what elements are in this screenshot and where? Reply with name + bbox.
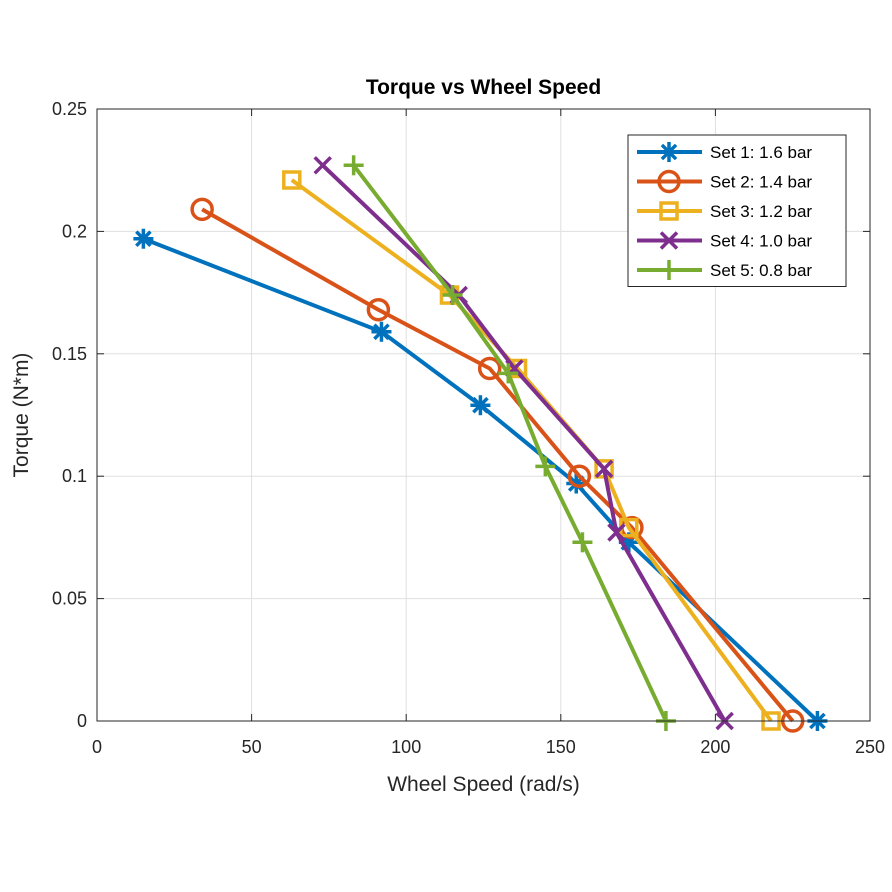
legend-marker-plus [659, 260, 679, 280]
legend-marker-circle [657, 169, 681, 194]
series-2-marker-circle [567, 464, 592, 488]
y-tick-label: 0.15 [52, 344, 87, 364]
legend-entry: Set 2: 1.4 bar [637, 169, 812, 194]
y-axis-label: Torque (N*m) [10, 353, 33, 478]
series-4-marker-cross [313, 156, 332, 175]
x-tick-label: 250 [855, 737, 885, 757]
series-2-marker-circle [190, 197, 214, 222]
y-tick-label: 0.1 [62, 466, 87, 486]
x-axis-label: Wheel Speed (rad/s) [387, 773, 580, 796]
series-2-line [201, 207, 795, 723]
chart-title: Torque vs Wheel Speed [366, 76, 601, 99]
x-tick-label: 0 [92, 737, 102, 757]
series-5 [343, 155, 676, 731]
legend-label: Set 1: 1.6 bar [710, 143, 812, 162]
legend-marker-cross [659, 231, 679, 250]
series-1-marker-asterisk [470, 395, 491, 416]
legend-label: Set 4: 1.0 bar [710, 232, 812, 251]
x-tick-label: 150 [546, 737, 576, 757]
legend-marker-asterisk [659, 142, 679, 162]
series-2-marker-circle [366, 297, 391, 322]
legend-entry: Set 4: 1.0 bar [637, 231, 812, 251]
y-tick-label: 0.2 [62, 221, 87, 241]
series-5-marker-plus [535, 456, 556, 477]
series-1-marker-asterisk [371, 321, 392, 342]
series-5-marker-plus [442, 285, 463, 306]
legend-entry: Set 5: 0.8 bar [637, 260, 812, 280]
legend-label: Set 3: 1.2 bar [710, 202, 812, 221]
series-5-marker-plus [498, 363, 519, 384]
legend-label: Set 2: 1.4 bar [710, 173, 812, 192]
x-tick-label: 50 [242, 737, 262, 757]
y-tick-label: 0 [77, 711, 87, 731]
x-tick-label: 200 [700, 737, 730, 757]
y-tick-label: 0.05 [52, 589, 87, 609]
series-5-line [352, 164, 668, 722]
legend-marker-square [659, 201, 679, 221]
series-4-marker-cross [594, 459, 614, 479]
series-3-marker-square [282, 170, 302, 190]
legend: Set 1: 1.6 bar Set 2: 1.4 bar Set 3: 1.2 b… [627, 134, 847, 287]
series-5-marker-plus [343, 155, 364, 176]
series-5-marker-plus [572, 532, 593, 553]
legend-entry: Set 1: 1.6 bar [637, 142, 812, 162]
axes-box [96, 108, 871, 722]
series-4-marker-cross [607, 523, 626, 542]
legend-entry: Set 3: 1.2 bar [637, 201, 812, 221]
series-1-marker-asterisk [133, 228, 154, 249]
axis-ticks: 0 50 100 150 200 250 0 0.05 0.1 0.15 0.2 0.25 [52, 99, 885, 757]
y-tick-label: 0.25 [52, 99, 87, 119]
legend-label: Set 5: 0.8 bar [710, 261, 812, 280]
x-tick-label: 100 [391, 737, 421, 757]
series-2-marker-circle [477, 356, 502, 381]
